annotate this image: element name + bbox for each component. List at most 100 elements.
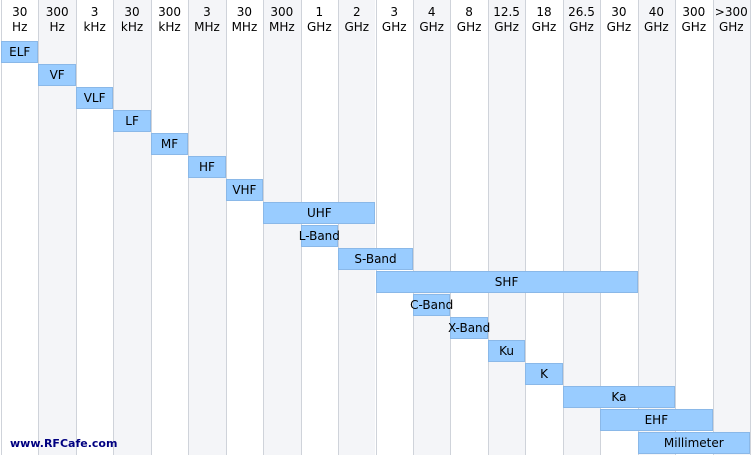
band-bar-k: K xyxy=(525,363,563,385)
column-shade xyxy=(712,0,750,455)
frequency-value: 1 xyxy=(315,5,324,19)
frequency-label: 12.5 GHz xyxy=(488,0,525,40)
band-bar-millimeter: Millimeter xyxy=(637,432,750,454)
gridline xyxy=(525,0,527,455)
column-shade xyxy=(562,0,601,455)
frequency-label: 30 kHz xyxy=(113,0,150,40)
band-bar-x-band: X-Band xyxy=(448,317,490,339)
gridline xyxy=(225,0,227,455)
frequency-value: 4 xyxy=(427,5,436,19)
frequency-value: 12.5 xyxy=(493,5,520,19)
band-bar-c-band: C-Band xyxy=(410,294,453,316)
frequency-unit: MHz xyxy=(231,20,258,34)
frequency-value: 300 xyxy=(158,5,181,19)
site-watermark: www.RFCafe.com xyxy=(10,437,118,450)
column-shade xyxy=(637,0,676,455)
gridline xyxy=(263,0,265,455)
frequency-value: 30 xyxy=(236,5,253,19)
gridline xyxy=(75,0,77,455)
frequency-label: >300 GHz xyxy=(713,0,750,40)
frequency-unit: MHz xyxy=(269,20,295,34)
gridline xyxy=(450,0,452,455)
frequency-unit: GHz xyxy=(381,20,407,34)
frequency-unit: GHz xyxy=(681,20,707,34)
frequency-value: 30 xyxy=(124,5,140,19)
frequency-label: 2 GHz xyxy=(338,0,375,40)
frequency-label: 300 Hz xyxy=(38,0,75,40)
frequency-unit: GHz xyxy=(344,20,370,34)
frequency-label: 30 MHz xyxy=(226,0,263,40)
frequency-label: 30 GHz xyxy=(600,0,637,40)
gridline xyxy=(562,0,564,455)
frequency-value: 2 xyxy=(352,5,361,19)
gridline xyxy=(675,0,677,455)
band-bar-ku: Ku xyxy=(487,340,526,362)
band-bar-s-band: S-Band xyxy=(338,248,413,270)
frequency-unit: GHz xyxy=(531,20,557,34)
column-shade xyxy=(188,0,226,455)
gridline xyxy=(600,0,602,455)
frequency-value: 18 xyxy=(536,5,552,19)
frequency-unit: Hz xyxy=(12,20,28,34)
frequency-unit: GHz xyxy=(569,20,594,34)
column-shade xyxy=(412,0,451,455)
band-bar-hf: HF xyxy=(188,156,226,178)
gridline xyxy=(113,0,115,455)
band-bar-ka: Ka xyxy=(562,386,676,408)
band-bar-ehf: EHF xyxy=(600,409,713,431)
frequency-value: 3 xyxy=(90,5,99,19)
frequency-unit: GHz xyxy=(644,20,669,34)
frequency-label: 3 MHz xyxy=(188,0,225,40)
frequency-value: 30 xyxy=(611,5,627,19)
frequency-value: 300 xyxy=(45,5,69,19)
frequency-unit: kHz xyxy=(158,20,181,34)
gridline xyxy=(150,0,152,455)
frequency-unit: GHz xyxy=(307,20,332,34)
gridline xyxy=(487,0,489,455)
frequency-unit: kHz xyxy=(83,20,106,34)
frequency-unit: GHz xyxy=(419,20,444,34)
frequency-label: 3 kHz xyxy=(76,0,113,40)
frequency-value: 300 xyxy=(682,5,706,19)
frequency-label: 300 GHz xyxy=(675,0,712,40)
frequency-unit: MHz xyxy=(194,20,220,34)
frequency-unit: GHz xyxy=(456,20,482,34)
frequency-unit: GHz xyxy=(606,20,632,34)
band-bar-vhf: VHF xyxy=(225,179,264,201)
frequency-label: 3 GHz xyxy=(376,0,413,40)
band-bar-elf: ELF xyxy=(1,41,39,63)
gridline xyxy=(188,0,190,455)
frequency-label: 1 GHz xyxy=(301,0,338,40)
column-shade xyxy=(338,0,376,455)
gridline xyxy=(375,0,377,455)
frequency-value: 300 xyxy=(270,5,294,19)
column-shade xyxy=(487,0,526,455)
gridline xyxy=(637,0,639,455)
column-shade xyxy=(113,0,151,455)
gridline xyxy=(338,0,340,455)
frequency-unit: Hz xyxy=(49,20,65,34)
band-bar-l-band: L-Band xyxy=(299,225,340,247)
frequency-unit: GHz xyxy=(718,20,744,34)
frequency-label: 300 kHz xyxy=(151,0,188,40)
frequency-value: 30 xyxy=(12,5,28,19)
band-bar-uhf: UHF xyxy=(263,202,376,224)
gridline xyxy=(412,0,414,455)
frequency-label: 8 GHz xyxy=(450,0,487,40)
gridline xyxy=(38,0,40,455)
frequency-value: 3 xyxy=(390,5,399,19)
frequency-unit: GHz xyxy=(494,20,519,34)
band-bar-lf: LF xyxy=(113,110,151,132)
frequency-value: 3 xyxy=(203,5,211,19)
gridline xyxy=(712,0,714,455)
frequency-label: 4 GHz xyxy=(413,0,450,40)
frequency-unit: kHz xyxy=(120,20,144,34)
frequency-value: 40 xyxy=(648,5,664,19)
frequency-label: 18 GHz xyxy=(525,0,562,40)
frequency-label: 26.5 GHz xyxy=(563,0,600,40)
frequency-label: 40 GHz xyxy=(638,0,675,40)
gridline xyxy=(750,0,751,455)
frequency-value: 26.5 xyxy=(568,5,595,19)
band-bar-vlf: VLF xyxy=(75,87,114,109)
